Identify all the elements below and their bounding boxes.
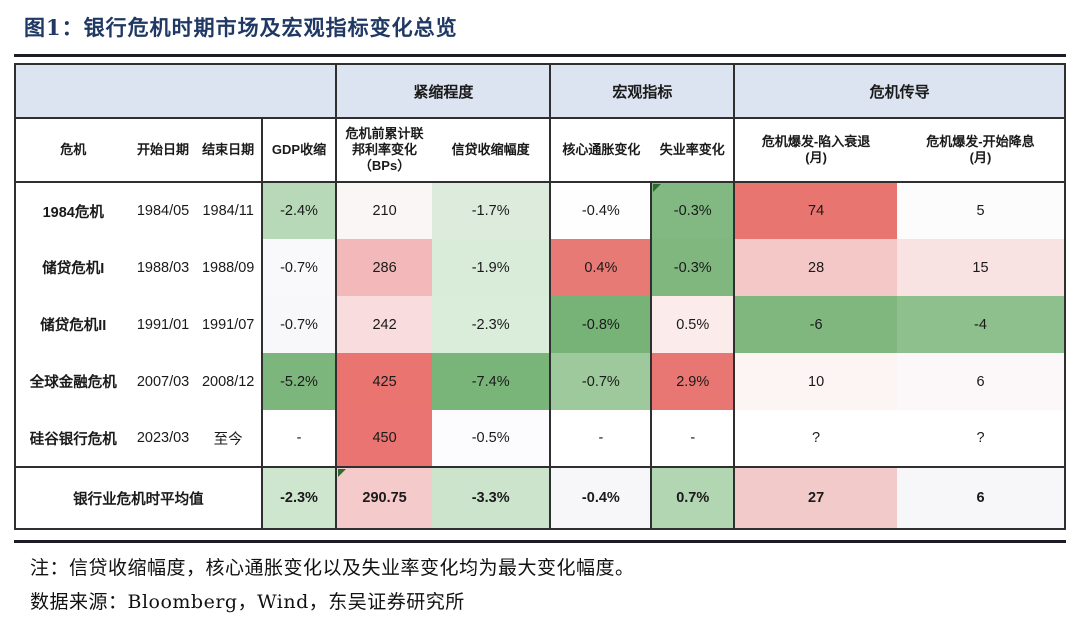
crisis-name-cell: 储贷危机I — [15, 239, 131, 296]
table-cell: 1984/11 — [195, 182, 262, 239]
table-cell: -6 — [733, 296, 897, 353]
table-cell: -0.3% — [650, 239, 735, 296]
table-row-snl-crisis-2: 储贷危机II 1991/01 1991/07 -0.7% 242 -2.3% -… — [15, 296, 1065, 353]
table-cell: 5 — [896, 182, 1065, 239]
table-cell: 425 — [335, 353, 432, 410]
table-cell: -0.7% — [260, 296, 337, 353]
group-header-row: 紧缩程度 宏观指标 危机传导 — [15, 64, 1065, 118]
table-cell: 0.4% — [549, 239, 652, 296]
col-header-end-date: 结束日期 — [195, 118, 262, 182]
table-cell-with-note: 290.75 — [335, 467, 432, 529]
table-cell: 2023/03 — [130, 410, 196, 467]
col-header-core-inflation: 核心通胀变化 — [549, 118, 652, 182]
table-cell: 1988/09 — [195, 239, 262, 296]
col-header-crisis: 危机 — [15, 118, 131, 182]
group-header-tightening: 紧缩程度 — [335, 64, 551, 118]
table-cell: - — [650, 410, 735, 467]
table-cell: 286 — [335, 239, 432, 296]
table-cell: -0.5% — [431, 410, 551, 467]
table-cell: 15 — [896, 239, 1065, 296]
col-header-start-date: 开始日期 — [130, 118, 196, 182]
table-cell: - — [549, 410, 652, 467]
crisis-name-cell: 硅谷银行危机 — [15, 410, 131, 467]
table-cell: -4 — [896, 296, 1065, 353]
table-cell: -0.4% — [549, 467, 652, 529]
table-cell: 210 — [335, 182, 432, 239]
table-cell: 6 — [896, 353, 1065, 410]
table-cell: 1984/05 — [130, 182, 196, 239]
group-header-macro: 宏观指标 — [549, 64, 735, 118]
table-cell: 242 — [335, 296, 432, 353]
table-cell: 1991/01 — [130, 296, 196, 353]
table-cell: -7.4% — [431, 353, 551, 410]
table-cell: 450 — [335, 410, 432, 467]
table-cell: 28 — [733, 239, 897, 296]
comment-marker-icon — [653, 184, 662, 192]
average-label-cell: 银行业危机时平均值 — [73, 491, 204, 508]
table-cell-with-note: -0.3% — [650, 182, 735, 239]
col-header-unemployment: 失业率变化 — [651, 118, 735, 182]
col-header-fed-rate: 危机前累计联 邦利率变化 （BPs） — [335, 118, 432, 182]
comment-marker-icon — [338, 469, 347, 477]
col-header-rate-cut-months: 危机爆发-开始降息 (月) — [896, 118, 1065, 182]
table-cell: 74 — [733, 182, 897, 239]
group-header-blank — [15, 64, 337, 118]
cell-value: 290.75 — [362, 490, 407, 506]
table-cell: ? — [733, 410, 897, 467]
table-cell: 至今 — [195, 410, 262, 467]
crisis-name-cell: 全球金融危机 — [15, 353, 131, 410]
table-cell: 2007/03 — [130, 353, 196, 410]
table-cell: -3.3% — [431, 467, 551, 529]
cell-value: -0.3% — [673, 203, 712, 219]
group-header-transmission: 危机传导 — [733, 64, 1065, 118]
col-header-recession-months: 危机爆发-陷入衰退 (月) — [733, 118, 897, 182]
table-cell: -1.7% — [431, 182, 551, 239]
table-cell: -1.9% — [431, 239, 551, 296]
table-cell: -0.8% — [549, 296, 652, 353]
table-cell: - — [260, 410, 337, 467]
table-cell: ? — [896, 410, 1065, 467]
table-row-average: 银行业危机时平均值 -2.3% 290.75 -3.3% -0.4% 0.7% … — [15, 467, 1065, 529]
table-cell: 1988/03 — [130, 239, 196, 296]
table-row-1984-crisis: 1984危机 1984/05 1984/11 -2.4% 210 -1.7% -… — [15, 182, 1065, 239]
figure-title: 图1：银行危机时期市场及宏观指标变化总览 — [24, 15, 458, 40]
table-cell: 6 — [896, 467, 1065, 529]
table-cell: -0.7% — [549, 353, 652, 410]
table-cell: -2.3% — [260, 467, 337, 529]
table-row-global-financial-crisis: 全球金融危机 2007/03 2008/12 -5.2% 425 -7.4% -… — [15, 353, 1065, 410]
table-row-snl-crisis-1: 储贷危机I 1988/03 1988/09 -0.7% 286 -1.9% 0.… — [15, 239, 1065, 296]
footnote: 注：信贷收缩幅度，核心通胀变化以及失业率变化均为最大变化幅度。 — [30, 557, 635, 579]
crisis-table: 紧缩程度 宏观指标 危机传导 危机 开始日期 结束日期 GDP收缩 危机前累计联… — [14, 63, 1066, 530]
table-cell: -0.4% — [549, 182, 652, 239]
table-cell: -5.2% — [260, 353, 337, 410]
table-cell: -2.4% — [260, 182, 337, 239]
table-cell: 0.7% — [650, 467, 735, 529]
table-cell: -2.3% — [431, 296, 551, 353]
title-divider — [14, 54, 1066, 57]
table-cell: 2008/12 — [195, 353, 262, 410]
data-source: 数据来源：Bloomberg，Wind，东吴证券研究所 — [30, 591, 465, 613]
table-cell: -0.7% — [260, 239, 337, 296]
table-cell: 10 — [733, 353, 897, 410]
col-header-gdp: GDP收缩 — [260, 118, 337, 182]
table-row-svb-crisis: 硅谷银行危机 2023/03 至今 - 450 -0.5% - - ? ? — [15, 410, 1065, 467]
table-cell: 0.5% — [650, 296, 735, 353]
footer: 注：信贷收缩幅度，核心通胀变化以及失业率变化均为最大变化幅度。 数据来源：Blo… — [14, 540, 1066, 614]
footer-divider — [14, 540, 1066, 543]
table-cell: 27 — [733, 467, 897, 529]
crisis-name-cell: 储贷危机II — [15, 296, 131, 353]
col-header-credit: 信贷收缩幅度 — [431, 118, 551, 182]
table-cell: 1991/07 — [195, 296, 262, 353]
column-header-row: 危机 开始日期 结束日期 GDP收缩 危机前累计联 邦利率变化 （BPs） 信贷… — [15, 118, 1065, 182]
crisis-name-cell: 1984危机 — [15, 182, 131, 239]
table-cell: 2.9% — [650, 353, 735, 410]
